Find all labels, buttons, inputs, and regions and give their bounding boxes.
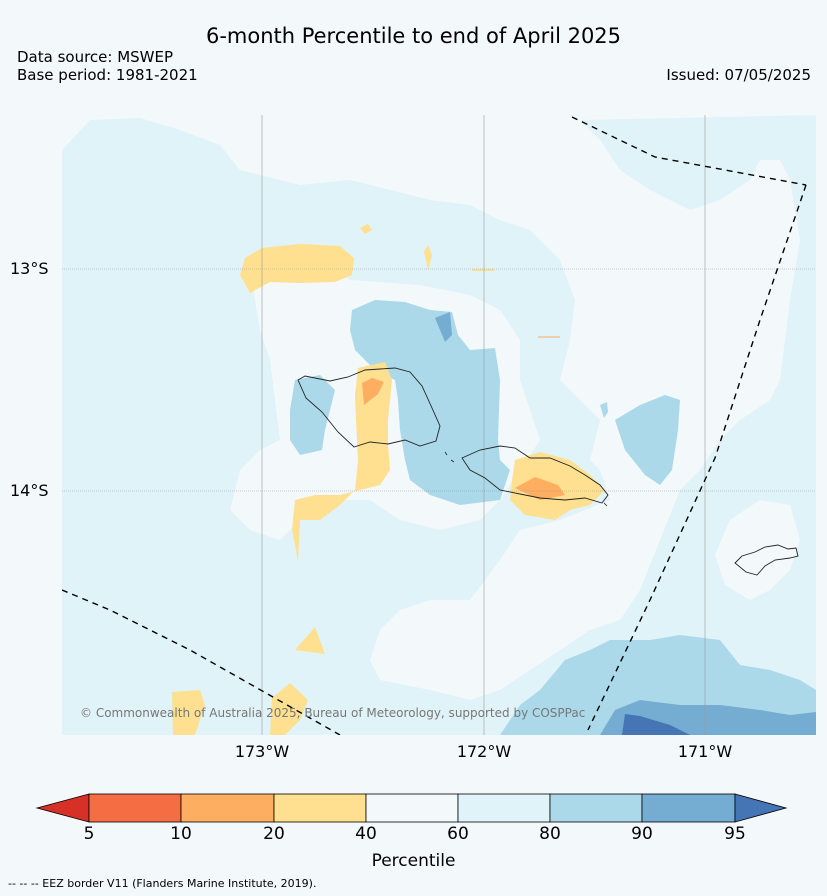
- savaii-island-coastline: [297, 367, 441, 448]
- colorbar-tick-20: 20: [263, 824, 285, 844]
- percentile-60-80-region-left: [62, 150, 290, 590]
- map-title: 6-month Percentile to end of April 2025: [205, 24, 622, 48]
- colorbar-tick-80: 80: [539, 824, 561, 844]
- eez-border-southwest: [62, 589, 341, 735]
- colorbar-extend-high: [734, 793, 788, 823]
- percentile-20-40-central: [292, 362, 392, 562]
- percentile-40-60-se-island: [715, 500, 800, 600]
- percentile-80-90-small: [600, 402, 608, 418]
- colorbar-segment: [273, 793, 367, 823]
- latitude-label-13s: 13°S: [10, 259, 49, 278]
- base-period-text: Base period: 1981-2021: [17, 66, 198, 84]
- eez-border-east: [587, 184, 807, 731]
- colorbar-tick-95: 95: [724, 824, 746, 844]
- percentile-above-95-south: [622, 714, 690, 735]
- colorbar-tick-40: 40: [355, 824, 377, 844]
- eez-border-north: [571, 116, 807, 186]
- eez-footnote: -- -- -- EEZ border V11 (Flanders Marine…: [8, 877, 317, 890]
- colorbar-tick-60: 60: [447, 824, 469, 844]
- percentile-20-40-north: [240, 244, 354, 293]
- percentile-90-95-small: [435, 312, 452, 342]
- percentile-80-90-central: [350, 300, 510, 505]
- colorbar-segment: [365, 793, 459, 823]
- small-islet-coastline: [444, 451, 608, 507]
- colorbar-segment: [457, 793, 551, 823]
- percentile-20-40-south-1: [295, 627, 325, 654]
- issued-date-text: Issued: 07/05/2025: [666, 66, 811, 84]
- percentile-10-20-upolu: [362, 378, 384, 405]
- percentile-80-90-west: [290, 375, 335, 455]
- colorbar-segment: [180, 793, 275, 823]
- map-metadata-left: Data source: MSWEP Base period: 1981-202…: [17, 48, 198, 84]
- longitude-label-172w: 172°W: [456, 742, 512, 761]
- colorbar-segment: [641, 793, 736, 823]
- percentile-80-90-east: [615, 395, 680, 485]
- percentile-20-40-south-3: [172, 690, 205, 735]
- percentile-10-20-savaii: [515, 477, 565, 500]
- longitude-label-171w: 171°W: [677, 742, 733, 761]
- percentile-20-40-north-sliver: [424, 245, 432, 270]
- colorbar-extend-low: [35, 793, 90, 823]
- tutuila-island-coastline: [734, 544, 799, 576]
- colorbar-label: Percentile: [371, 851, 456, 871]
- colorbar-segment: [549, 793, 643, 823]
- colorbar: [35, 793, 788, 823]
- percentile-20-40-north-small: [360, 224, 372, 234]
- colorbar-tick-10: 10: [170, 824, 192, 844]
- data-source-text: Data source: MSWEP: [17, 48, 174, 66]
- colorbar-tick-90: 90: [631, 824, 653, 844]
- percentile-map: [62, 115, 816, 735]
- upolu-island-coastline: [461, 445, 609, 504]
- copyright-notice: © Commonwealth of Australia 2025, Bureau…: [80, 706, 586, 720]
- longitude-label-173w: 173°W: [234, 742, 290, 761]
- latitude-label-14s: 14°S: [10, 481, 49, 500]
- graticule: [62, 115, 816, 735]
- percentile-20-40-south-2: [270, 683, 308, 735]
- colorbar-segment: [88, 793, 182, 823]
- colorbar-tick-5: 5: [83, 824, 95, 844]
